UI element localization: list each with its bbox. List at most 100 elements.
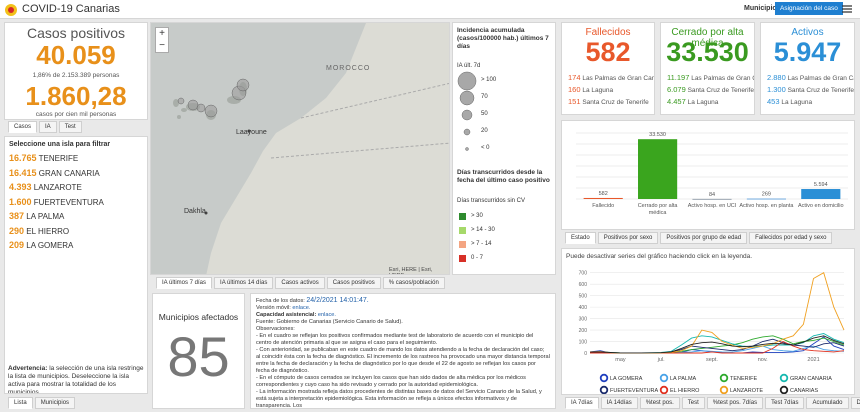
island-row[interactable]: 209 LA GOMERA xyxy=(9,240,73,250)
x-tick-label: 2021 xyxy=(807,357,819,363)
island-name: GRAN CANARIA xyxy=(38,168,100,178)
card-item: 151 Santa Cruz de Tenerife xyxy=(568,97,649,106)
tab[interactable]: Test 7días xyxy=(765,397,805,409)
island-row[interactable]: 1.600 FUERTEVENTURA xyxy=(9,197,104,207)
tab[interactable]: Positivos por sexo xyxy=(597,232,659,244)
card-item-name: La Laguna xyxy=(687,99,719,106)
card-item-value: 160 xyxy=(568,85,581,94)
y-tick-label: 400 xyxy=(579,305,588,311)
legend-item[interactable]: TENERIFE xyxy=(719,373,758,383)
municipalities-value: 85 xyxy=(167,325,230,388)
island-name: FUERTEVENTURA xyxy=(33,197,104,207)
legend-label: 0 - 7 xyxy=(471,255,484,261)
tab[interactable]: Casos activos xyxy=(275,277,325,289)
card-item-value: 174 xyxy=(568,73,581,82)
legend-item[interactable]: LA GOMERA xyxy=(599,373,643,383)
island-row[interactable]: 16.765 TENERIFE xyxy=(9,153,78,163)
mobile-link[interactable]: enlace. xyxy=(292,305,311,311)
legend-item[interactable]: LA PALMA xyxy=(659,373,697,383)
tab[interactable]: Estado xyxy=(565,232,596,244)
tab[interactable]: Casos positivos xyxy=(326,277,381,289)
trend-chart: Puede desactivar series del gráfico haci… xyxy=(566,253,845,394)
legend-item[interactable]: GRAN CANARIA xyxy=(779,373,832,383)
tab[interactable]: IA últimos 14 días xyxy=(214,277,274,289)
legend-item[interactable]: EL HIERRO xyxy=(659,385,700,394)
tab[interactable]: Test xyxy=(58,121,82,133)
assign-button[interactable]: Asignación del caso xyxy=(775,2,843,15)
tab[interactable]: IA 7días xyxy=(565,397,599,409)
y-tick-label: 100 xyxy=(579,340,588,346)
note-obs: Observaciones: xyxy=(256,326,295,332)
card-item: 160 La Laguna xyxy=(568,85,613,94)
legend-circle xyxy=(457,71,477,91)
zoom-control[interactable]: + − xyxy=(155,27,169,53)
card-item-name: La Laguna xyxy=(582,87,614,94)
trend-tabs: IA 7días IA 14días %test pos. Test %test pos… xyxy=(565,397,860,409)
municipalities-panel: Municipios afectados 85 xyxy=(152,293,245,409)
card-title: Cerrado por alta médica xyxy=(671,27,744,49)
tab[interactable]: IA 14días xyxy=(600,397,638,409)
legend-symbol xyxy=(463,128,471,136)
island-row[interactable]: 290 EL HIERRO xyxy=(9,226,69,236)
note-source: Fuente: Gobierno de Canarias (Servicio C… xyxy=(256,319,403,325)
x-tick-label: Activo hosp. en UCI xyxy=(687,203,737,209)
country-label: MOROCCO xyxy=(326,65,371,72)
legend-swatch xyxy=(459,241,466,248)
tab[interactable]: IA xyxy=(39,121,57,133)
card-item: 2.880 Las Palmas de Gran Canaria xyxy=(767,73,854,82)
summary-total: 40.059 xyxy=(36,40,116,70)
tab[interactable]: %test pos. 7días xyxy=(706,397,764,409)
legend-label: GRAN CANARIA xyxy=(790,376,832,382)
map[interactable]: MOROCCO Laayoune Dakhla Esri, HERE | Esr… xyxy=(150,22,450,275)
island-row[interactable]: 16.415 GRAN CANARIA xyxy=(9,168,100,178)
status-tabs: Estado Positivos por sexo Positivos por gr… xyxy=(565,232,833,244)
warning-text: la selección de una isla restringe la li… xyxy=(8,365,144,394)
notes-panel: Fecha de los datos: 24/2/2021 14:01:47. … xyxy=(250,293,556,409)
card-value: 582 xyxy=(585,37,631,67)
note-paragraph: - En el cómputo de casos cerrados se inc… xyxy=(256,375,526,388)
legend-label: < 0 xyxy=(481,145,490,151)
header: COVID-19 Canarias Municipio Asignación d… xyxy=(0,0,860,19)
card-item: 1.300 Santa Cruz de Tenerife xyxy=(767,85,854,94)
menu-icon[interactable] xyxy=(842,4,852,14)
warning: Advertencia: la selección de una isla re… xyxy=(8,365,146,394)
tab[interactable]: Lista xyxy=(8,397,33,409)
status-chart: 582 33.530 84 269 5.594 xyxy=(576,132,848,200)
legend-item[interactable]: CANARIAS xyxy=(779,385,819,394)
legend-label: > 30 xyxy=(471,213,483,219)
island-row[interactable]: 387 LA PALMA xyxy=(9,211,64,221)
legend-circle xyxy=(465,147,469,151)
card-item-value: 1.300 xyxy=(767,85,786,94)
legend-label: 70 xyxy=(481,94,488,100)
legend-marker xyxy=(779,385,789,394)
municipio-link[interactable]: Municipio xyxy=(744,5,777,12)
tab[interactable]: Municipios xyxy=(34,397,76,409)
tab[interactable]: %test pos. xyxy=(639,397,680,409)
legend-label: FUERTEVENTURA xyxy=(610,388,659,394)
x-tick-label: Activo en domicilio xyxy=(798,203,844,209)
legend-symbol xyxy=(465,147,469,151)
island-count: 1.600 xyxy=(9,196,32,207)
tab[interactable]: Positivos por grupo de edad xyxy=(660,232,748,244)
legend-item[interactable]: FUERTEVENTURA xyxy=(599,385,659,394)
tab[interactable]: Test xyxy=(681,397,705,409)
tab[interactable]: Casos xyxy=(8,121,38,133)
island-name: EL HIERRO xyxy=(26,226,70,236)
y-tick-label: 200 xyxy=(579,328,588,334)
legend-title: Incidencia acumulada (casos/100000 hab.)… xyxy=(457,27,549,50)
legend-marker xyxy=(719,385,729,394)
tab[interactable]: Fallecidos por edad y sexo xyxy=(749,232,833,244)
capacity-link[interactable]: enlace. xyxy=(317,312,336,318)
bar xyxy=(746,198,786,200)
legend-marker xyxy=(599,373,609,383)
tab[interactable]: Diario xyxy=(850,397,860,409)
tab[interactable]: Acumulado xyxy=(806,397,849,409)
tab[interactable]: % casos/población xyxy=(382,277,445,289)
legend-item[interactable]: LANZAROTE xyxy=(719,385,764,394)
legend-label: > 7 - 14 xyxy=(471,241,492,247)
tab[interactable]: IA últimos 7 días xyxy=(156,277,213,289)
card-item-name: Las Palmas de Gran Canaria xyxy=(691,75,754,82)
island-row[interactable]: 4.393 LANZAROTE xyxy=(9,182,82,192)
island-name: LANZAROTE xyxy=(33,183,82,192)
